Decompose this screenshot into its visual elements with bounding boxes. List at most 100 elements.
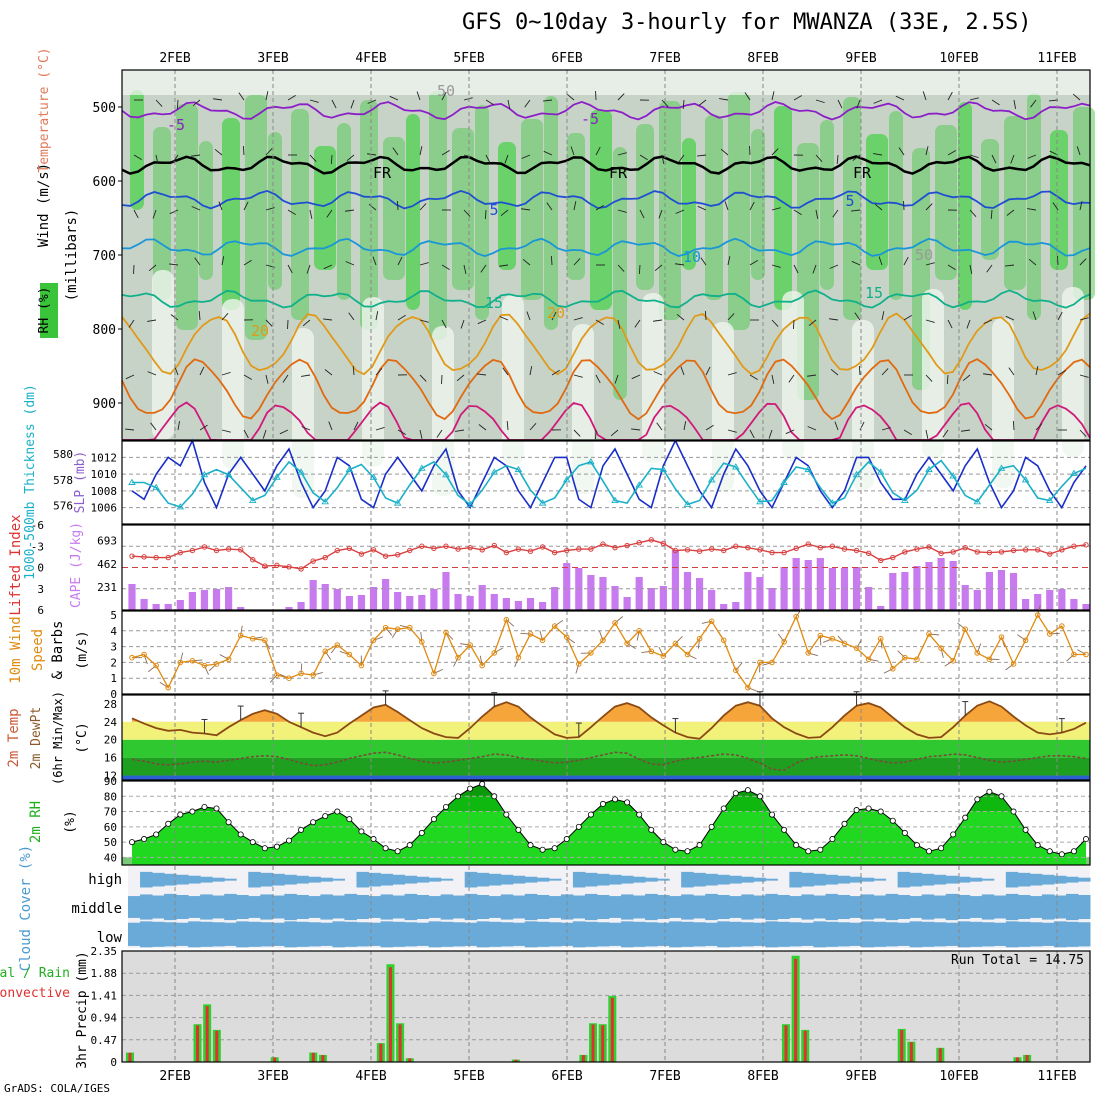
li-marker [274,562,280,569]
cape-bar [635,577,643,610]
li-marker [394,552,401,558]
wind-barb [170,314,179,321]
cloud-cell [140,894,153,920]
cloud-cell [861,894,875,920]
li-marker [1071,543,1077,549]
cloud-cell [440,894,454,920]
wind-barb [961,429,971,432]
cloud-cell [404,893,418,921]
axis-label-cape: CAPE (J/kg) [69,522,84,608]
wind-barb [903,429,912,436]
cape-bar [768,588,776,610]
li-marker [346,545,353,552]
contour-label: 10 [683,248,701,266]
li-marker [1059,547,1065,553]
wind-barb [150,422,157,431]
wind-speed-marker [129,654,135,661]
wind-barb [724,201,729,211]
dewpt-line [131,751,1087,772]
wind-barb-10m [819,635,822,646]
wind-barb [396,200,399,211]
cloud-cell [428,896,442,918]
wind-barb [265,207,275,211]
cape-bar [466,596,474,610]
cape-bar [490,594,498,610]
y-tick-label: 5 [110,609,117,622]
wind-barb [792,319,795,330]
wind-barb-10m [897,650,906,658]
cape-bar [852,567,861,610]
rh-marker [527,842,534,849]
rh-band [659,101,681,320]
rh-band [383,137,405,280]
precip-bar-convective [909,1042,913,1062]
wind-barb [705,366,711,376]
cloud-cell [813,921,826,948]
thickness-marker [901,496,909,503]
wind-barb [504,154,509,164]
cape-bar [732,602,740,610]
wind-barb [1027,208,1037,211]
wind-barb [128,319,135,328]
wind-barb-10m [179,652,184,663]
cloud-cell [536,921,550,947]
wind-barb [543,99,553,102]
cloud-cell [909,872,923,887]
wind-barb [397,314,406,321]
wind-speed-marker [588,650,594,656]
cloud-cell [1029,922,1043,947]
cloud-cell [789,871,802,888]
li-marker [201,544,208,550]
wind-barb [345,261,355,266]
li-marker [672,547,679,554]
rh-marker [926,848,933,855]
wind-barb [768,429,773,439]
x-tick-label-top: 10FEB [939,51,978,66]
wind-speed-marker [406,624,413,631]
wind-barb [942,429,949,438]
wind-speed-marker [419,639,425,645]
wind-barb [282,374,289,383]
rh-band [452,128,474,290]
wind-speed-marker [998,634,1005,640]
rh-marker [901,829,908,836]
rh-marker [998,793,1005,800]
wind-barb [309,209,313,219]
thickness-marker [876,468,885,475]
rh-marker [370,836,377,843]
rh-marker [612,796,619,803]
y-tick-label: 0 [110,688,117,701]
wind-barb [856,99,861,109]
y-tick-label: 231 [97,581,117,594]
wind-barb [1013,99,1017,109]
wind-barb-10m [204,665,209,675]
cloud-cell [200,894,213,920]
cape-bar [756,577,764,610]
rh-marker [358,828,365,835]
rh-marker [1022,826,1029,833]
wind-speed-marker [889,665,896,672]
cloud-cell [897,894,911,920]
rh-band [429,91,447,340]
rh-marker [817,846,824,853]
cloud-cell [284,893,297,921]
rh-marker [974,796,981,803]
cloud-cell [488,873,502,886]
cloud-cell [416,922,430,946]
wind-barb [502,367,509,376]
wind-barb [287,264,293,274]
li-marker [527,548,534,554]
cape-bar [877,606,885,610]
cloud-cell [596,894,610,920]
li-marker [1022,547,1029,553]
rh-band [774,106,792,310]
cloud-cell [873,878,887,881]
wind-barb [375,426,385,431]
wind-barb-10m [494,647,504,654]
wind-barb [522,258,531,266]
wind-barb-10m [777,633,785,643]
li-marker [793,545,799,552]
rh-band [935,125,957,280]
axis-label-precip: 3hr Precip (mm) [75,951,90,1068]
cloud-cell [609,922,622,946]
